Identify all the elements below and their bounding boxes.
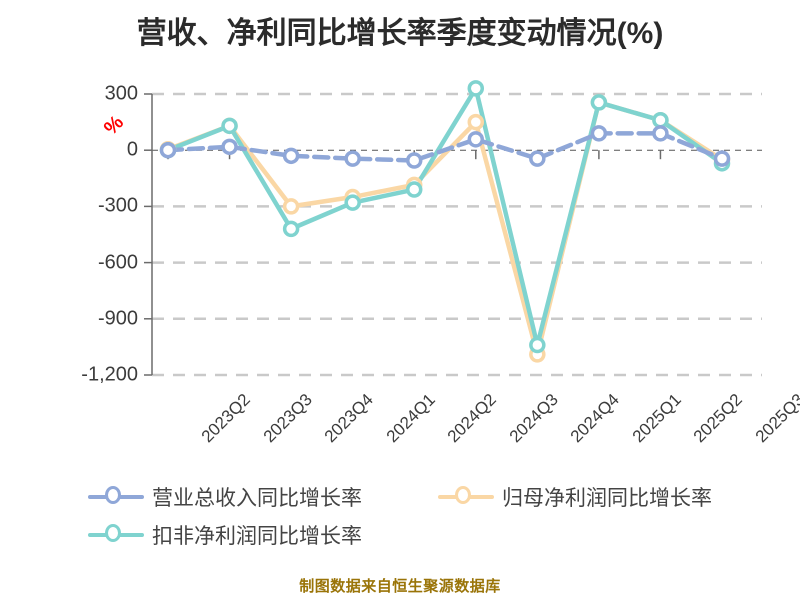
legend-marker-icon-net-profit [438,484,494,510]
data-point[interactable] [221,138,238,156]
legend-item-revenue[interactable]: 营业总收入同比增长率 [88,482,438,512]
chart-title: 营收、净利同比增长率季度变动情况(%) [136,17,664,50]
y-tick-label: 0 [126,138,138,161]
y-tick-label: -300 [97,194,138,217]
legend-label-revenue: 营业总收入同比增长率 [152,487,362,510]
data-point[interactable] [713,150,731,167]
legend-label-net-profit: 归母净利润同比增长率 [502,487,712,510]
chart-legend: 营业总收入同比增长率 归母净利润同比增长率 扣非净利润同比增长率 [88,478,768,554]
footer-source-note: 制图数据来自恒生聚源数据库 [299,578,501,595]
legend-row-2: 扣非净利润同比增长率 [88,516,768,554]
legend-marker-icon-revenue [88,484,144,510]
y-tick-label: -600 [97,251,138,274]
data-point[interactable] [467,80,485,97]
data-point[interactable] [344,194,361,211]
legend-item-net-profit[interactable]: 归母净利润同比增长率 [438,482,712,512]
data-point[interactable] [652,111,669,129]
data-point[interactable] [282,147,300,165]
data-point[interactable] [282,198,300,215]
data-point[interactable] [590,94,608,111]
data-point[interactable] [282,220,300,238]
series-line [165,86,725,348]
data-point[interactable] [344,150,361,167]
y-tick-label: -900 [97,307,138,330]
data-point[interactable] [652,125,669,142]
data-point[interactable] [405,181,423,198]
data-point[interactable] [405,152,423,169]
legend-label-deducted-profit: 扣非净利润同比增长率 [152,525,362,548]
data-point[interactable] [467,113,485,131]
legend-item-deducted-profit[interactable]: 扣非净利润同比增长率 [88,520,438,550]
y-tick-label: 300 [104,82,138,105]
data-point[interactable] [590,125,608,142]
series-line [165,131,725,163]
legend-row-1: 营业总收入同比增长率 归母净利润同比增长率 [88,478,768,516]
data-point[interactable] [467,131,485,148]
data-point[interactable] [529,150,546,167]
data-point[interactable] [529,336,546,354]
y-tick-label: -1,200 [81,363,138,386]
data-point[interactable] [159,141,177,159]
data-point[interactable] [221,117,238,135]
legend-marker-icon-deducted-profit [88,522,144,548]
